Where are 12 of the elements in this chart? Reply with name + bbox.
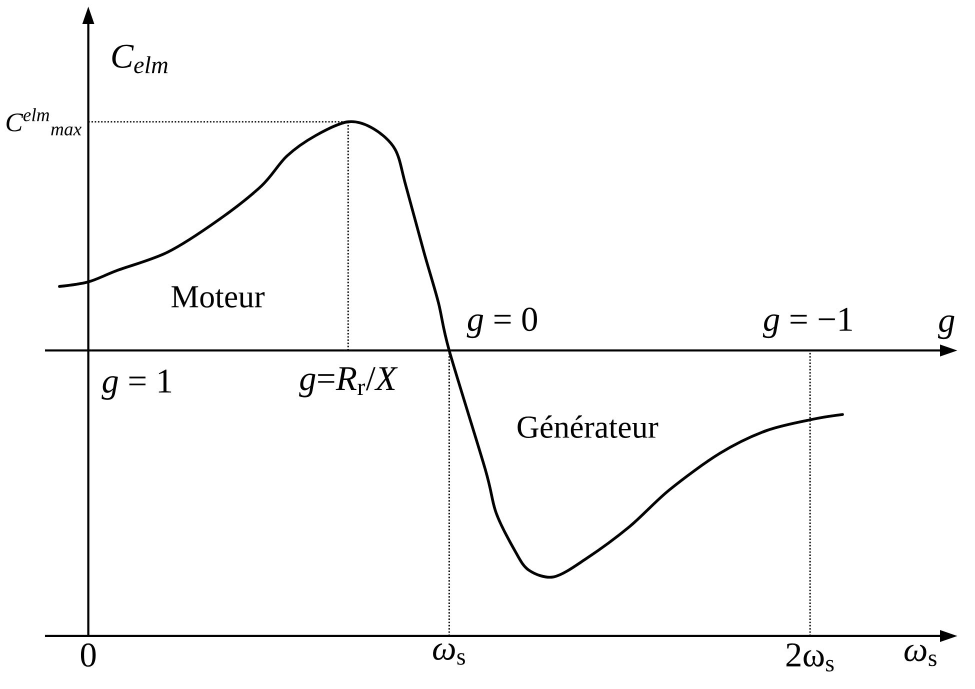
annotation: Générateur	[518, 415, 658, 438]
annotation: g=R$_{r}$/X	[299, 367, 398, 398]
ref-line-label: C$^{elm}$max	[6, 108, 82, 136]
x-tick-label: 0	[80, 643, 96, 667]
annotation: g = 1	[102, 370, 172, 400]
x-tick-label: ω$_{s}$	[433, 643, 465, 665]
y-axis-title: C$_{elm}$	[112, 44, 168, 74]
annotation: g = 0	[466, 308, 537, 338]
x-tick-label: 2ω$_{s}$	[786, 643, 834, 672]
x2-axis-title: g	[938, 315, 954, 340]
annotation: g = −1	[762, 308, 852, 338]
annotation: Moteur	[172, 286, 265, 308]
